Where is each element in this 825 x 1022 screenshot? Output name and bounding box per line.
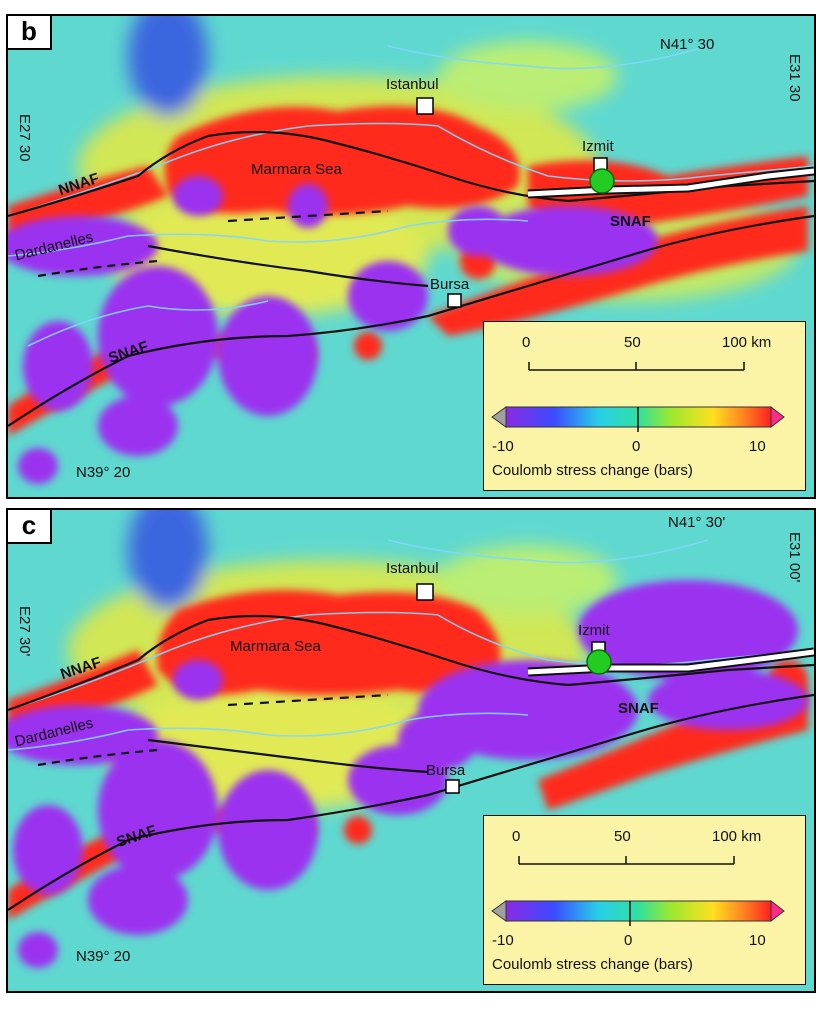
bursa-label: Bursa <box>430 276 470 293</box>
scale-tick-50: 50 <box>614 828 631 845</box>
snaf-east-label: SNAF <box>618 700 659 717</box>
panel-c: c N41° 30' N39° 20 E27 30' E31 00' NNAF … <box>6 508 816 993</box>
color-tick-zero: 0 <box>632 438 641 455</box>
scale-tick-0: 0 <box>522 334 531 351</box>
color-tick-min: -10 <box>492 438 514 455</box>
lat-top-label: N41° 30' <box>668 514 726 531</box>
scale-tick-0: 0 <box>512 828 521 845</box>
marmara-sea-label: Marmara Sea <box>230 638 321 655</box>
scale-tick-100: 100 km <box>722 334 772 351</box>
legend-c: 0 50 100 km -10 0 10 Coulomb stress chan… <box>483 815 806 985</box>
lon-right-label: E31 30 <box>786 54 803 102</box>
izmit-label: Izmit <box>582 138 614 155</box>
colorbar-title: Coulomb stress change (bars) <box>492 462 693 479</box>
panel-letter-b: b <box>8 16 52 50</box>
stress-map-c <box>8 510 814 991</box>
lon-left-label: E27 30' <box>16 606 33 657</box>
scale-tick-100: 100 km <box>712 828 762 845</box>
lon-left-label: E27 30 <box>16 114 33 162</box>
istanbul-label: Istanbul <box>386 76 439 93</box>
panel-b: b N41° 30 N39° 20 E27 30 E31 30 NNAF SNA… <box>6 14 816 499</box>
izmit-label: Izmit <box>578 622 610 639</box>
scale-tick-50: 50 <box>624 334 641 351</box>
istanbul-label: Istanbul <box>386 560 439 577</box>
bursa-label: Bursa <box>426 762 466 779</box>
snaf-east-label: SNAF <box>610 213 651 230</box>
color-tick-max: 10 <box>749 932 766 949</box>
marmara-sea-label: Marmara Sea <box>251 161 342 178</box>
color-tick-max: 10 <box>749 438 766 455</box>
lat-bottom-label: N39° 20 <box>76 948 131 965</box>
stress-map-b <box>8 16 814 497</box>
color-tick-zero: 0 <box>624 932 633 949</box>
legend-b: 0 50 100 km -10 0 10 Coulomb stress chan… <box>483 321 806 491</box>
lat-top-label: N41° 30 <box>660 36 715 53</box>
color-tick-min: -10 <box>492 932 514 949</box>
colorbar-title: Coulomb stress change (bars) <box>492 956 693 973</box>
lon-right-label: E31 00' <box>786 532 803 583</box>
panel-letter-c: c <box>8 510 52 544</box>
lat-bottom-label: N39° 20 <box>76 464 131 481</box>
